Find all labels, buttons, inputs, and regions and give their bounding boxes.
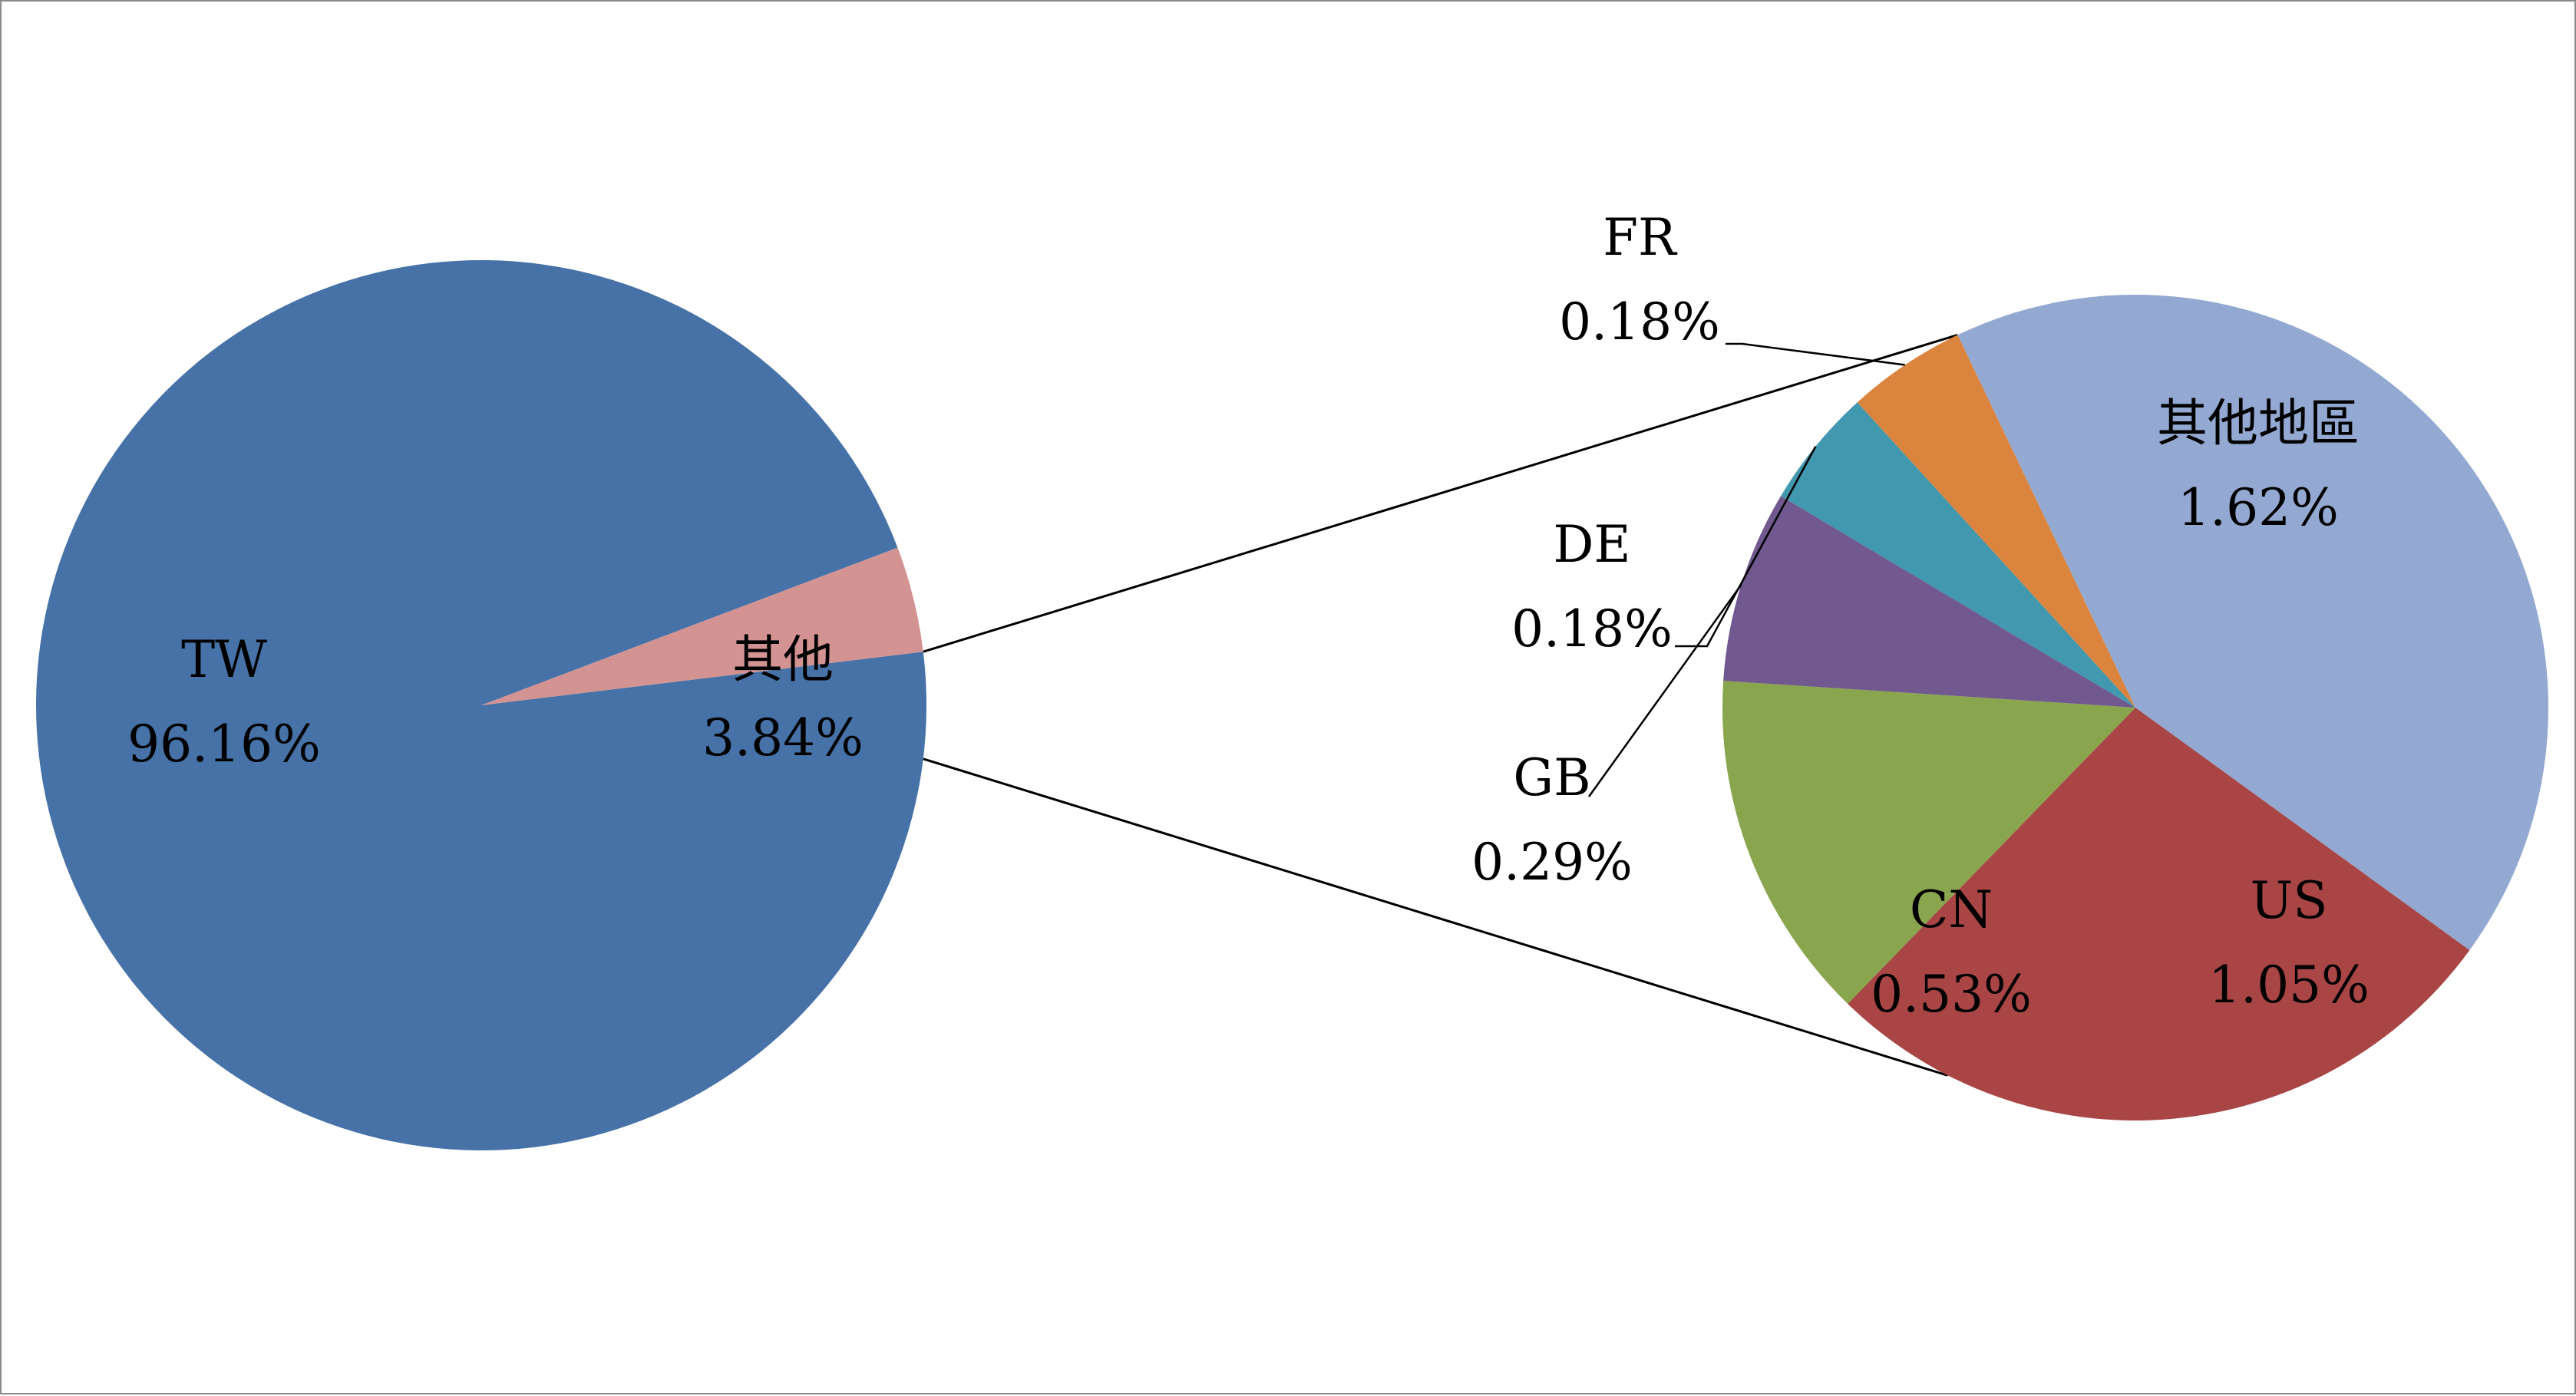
label-fr-name: FR: [1603, 208, 1678, 267]
slice-other: [481, 547, 923, 705]
label-us-value: 1.05%: [2208, 955, 2370, 1015]
label-de-name: DE: [1553, 515, 1630, 574]
label-other-regions-name: 其他地區: [2157, 394, 2360, 453]
label-tw-value: 96.16%: [127, 715, 321, 774]
slice-fr: [1857, 335, 2135, 708]
connector-lines: [923, 333, 1958, 1077]
label-gb-value: 0.29%: [1471, 833, 1633, 892]
label-fr-value: 0.18%: [1559, 292, 1720, 351]
label-cn-value: 0.53%: [1871, 965, 2032, 1024]
slice-gb: [1723, 496, 2135, 708]
slice-other-regions: [1957, 295, 2548, 951]
label-other-regions-value: 1.62%: [2178, 478, 2339, 537]
label-cn-name: CN: [1910, 880, 1993, 939]
slice-tw: [35, 259, 926, 1150]
connector-top: [923, 333, 1958, 653]
label-de-value: 0.18%: [1511, 599, 1673, 658]
label-tw-name: TW: [181, 630, 267, 689]
slice-cn: [1722, 681, 2135, 1004]
label-other-name: 其他: [732, 630, 834, 689]
slice-de: [1781, 402, 2135, 708]
label-us-name: US: [2251, 871, 2328, 930]
main-pie: [35, 259, 926, 1150]
secondary-pie: [1722, 295, 2548, 1120]
label-other-value: 3.84%: [702, 708, 864, 767]
leader-fr: [1726, 342, 1905, 366]
connector-bottom: [923, 757, 1949, 1077]
leader-lines: [1587, 342, 1905, 797]
slice-us: [1848, 708, 2470, 1120]
leader-de: [1675, 446, 1817, 648]
leader-gb: [1587, 584, 1742, 797]
label-gb-name: GB: [1513, 748, 1590, 807]
